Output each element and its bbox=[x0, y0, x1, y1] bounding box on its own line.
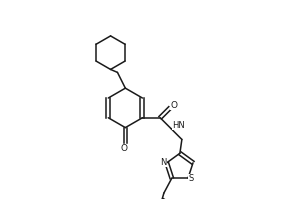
Text: N: N bbox=[160, 158, 167, 167]
Text: S: S bbox=[188, 174, 194, 183]
Text: O: O bbox=[121, 144, 128, 153]
Text: HN: HN bbox=[172, 121, 185, 130]
Text: O: O bbox=[170, 101, 178, 110]
